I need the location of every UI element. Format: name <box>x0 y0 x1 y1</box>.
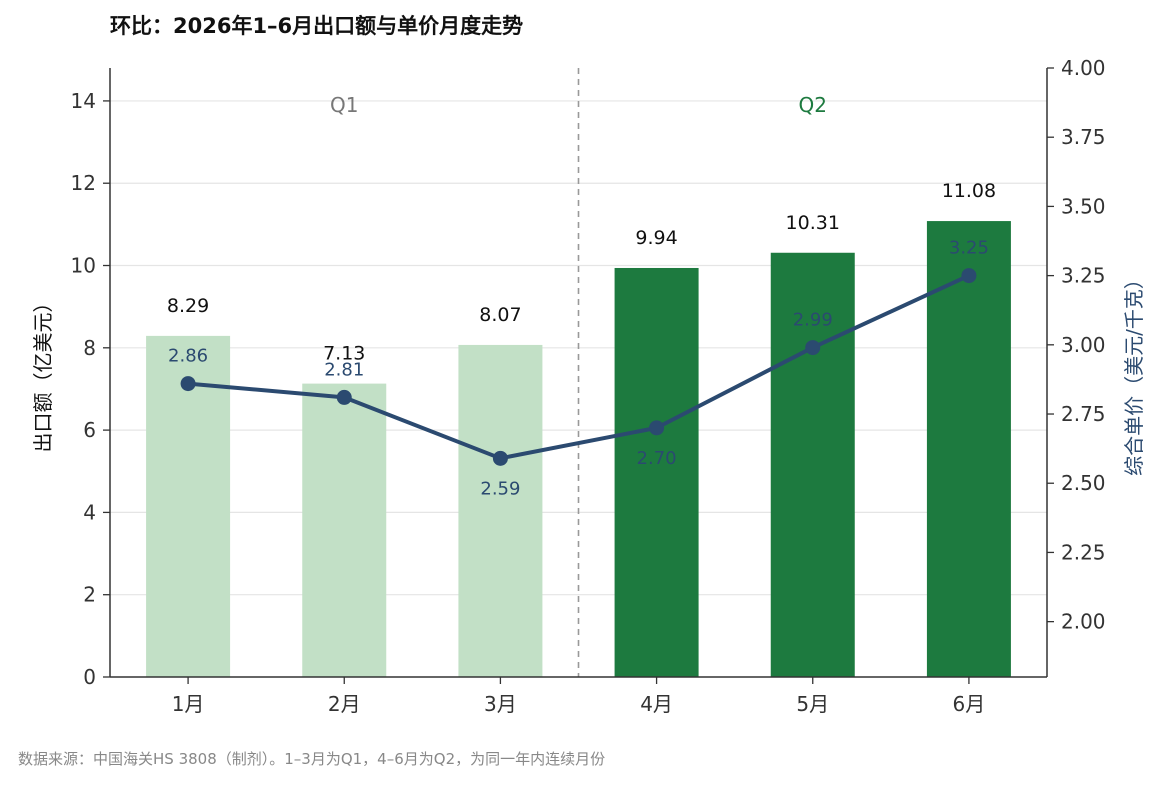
axes: 0 2 4 6 8 10 12 14 2.00 2.25 2.50 2.75 3.00 3.25 3.50 3… <box>31 56 1146 716</box>
x-tick-label: 3月 <box>484 692 517 716</box>
y-tick-label: 8 <box>83 336 96 360</box>
y-tick-label: 12 <box>71 171 96 195</box>
y-tick-label: 4 <box>83 500 96 524</box>
price-point-label: 2.86 <box>168 346 208 367</box>
y2-tick-label: 2.25 <box>1061 540 1106 564</box>
y-tick-label: 6 <box>83 418 96 442</box>
price-point-label: 2.81 <box>324 359 364 380</box>
y-tick-label: 0 <box>83 665 96 689</box>
bar-value-label: 9.94 <box>635 227 677 249</box>
y2-tick-label: 2.75 <box>1061 402 1106 426</box>
bar <box>302 383 387 677</box>
y-tick-label: 14 <box>71 89 96 113</box>
bar <box>146 335 231 677</box>
quarter-label: Q1 <box>330 93 358 117</box>
price-point-label: 3.25 <box>949 238 989 259</box>
bar-value-label: 8.07 <box>479 304 521 326</box>
price-point-label: 2.70 <box>637 448 677 469</box>
price-point <box>649 420 665 436</box>
quarter-label: Q2 <box>799 93 827 117</box>
y2-tick-label: 3.00 <box>1061 333 1106 357</box>
y-axis-title: 出口额（亿美元） <box>31 293 55 453</box>
price-point <box>180 376 196 392</box>
y2-tick-label: 3.25 <box>1061 264 1106 288</box>
source-note: 数据来源：中国海关HS 3808（制剂）。1–3月为Q1，4–6月为Q2，为同一… <box>18 750 606 768</box>
y-tick-label: 2 <box>83 583 96 607</box>
x-tick-label: 5月 <box>796 692 829 716</box>
data-labels: Q1 Q2 8.29 7.13 8.07 9.94 10.31 11.08 2.86 2.81 2.… <box>167 93 996 499</box>
bar <box>614 267 699 677</box>
bar <box>770 252 855 677</box>
y2-tick-label: 2.50 <box>1061 471 1106 495</box>
y2-axis-title: 综合单价（美元/千克） <box>1122 269 1146 476</box>
bar-value-label: 7.13 <box>323 343 365 365</box>
price-line-path <box>187 273 970 461</box>
bar <box>926 221 1011 677</box>
price-line <box>180 268 977 466</box>
bars <box>146 221 1011 677</box>
price-point <box>492 450 508 466</box>
x-tick-label: 6月 <box>953 692 986 716</box>
y2-tick-label: 4.00 <box>1061 56 1106 80</box>
y2-tick-label: 2.00 <box>1061 610 1106 634</box>
chart-title: 环比：2026年1–6月出口额与单价月度走势 <box>110 14 524 38</box>
price-point-label: 2.59 <box>480 478 520 499</box>
price-point <box>961 268 977 284</box>
bar <box>458 344 543 677</box>
y-tick-label: 10 <box>71 254 96 278</box>
price-point <box>336 389 352 405</box>
x-tick-label: 4月 <box>640 692 673 716</box>
x-tick-label: 2月 <box>328 692 361 716</box>
bar-value-label: 8.29 <box>167 295 209 317</box>
bar-value-label: 11.08 <box>942 180 996 202</box>
y2-tick-label: 3.75 <box>1061 125 1106 149</box>
y2-tick-label: 3.50 <box>1061 194 1106 218</box>
price-point-label: 2.99 <box>793 310 833 331</box>
x-tick-label: 1月 <box>172 692 205 716</box>
price-point <box>805 340 821 356</box>
bar-value-label: 10.31 <box>786 212 840 234</box>
